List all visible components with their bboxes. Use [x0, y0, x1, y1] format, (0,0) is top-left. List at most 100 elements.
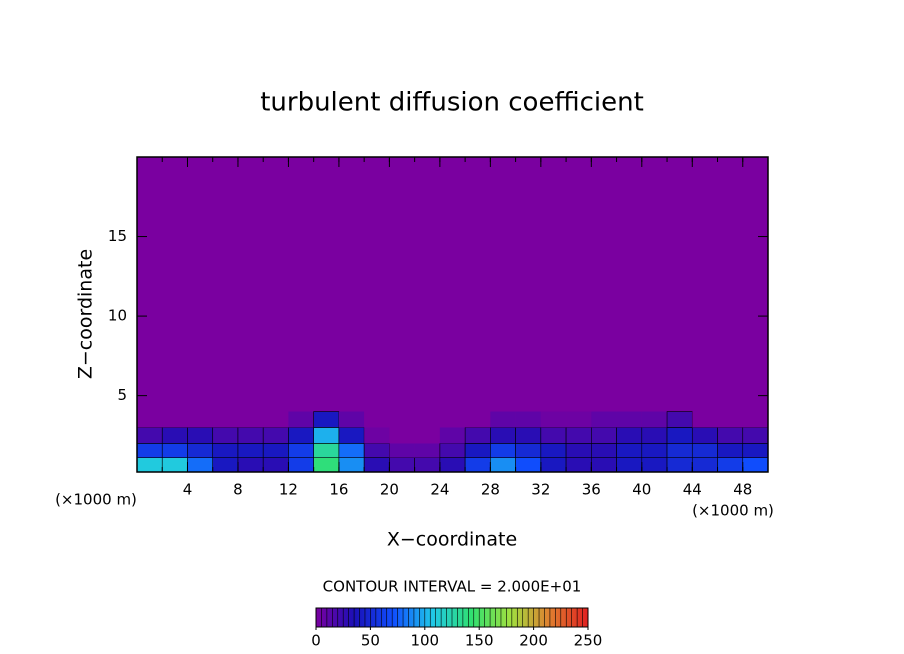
field-cell [666, 457, 693, 473]
x-tick-label: 40 [632, 481, 651, 499]
field-cell [136, 443, 163, 458]
field-cell [288, 427, 314, 444]
contour-interval: CONTOUR INTERVAL = 2.000E+01 [323, 578, 582, 596]
field-cell [161, 457, 188, 473]
field-cell [490, 427, 516, 444]
x-axis-label: X−coordinate [387, 529, 517, 551]
field-cell [212, 457, 239, 473]
field-cell [464, 427, 491, 444]
field-cell [565, 427, 592, 444]
field-cell [262, 443, 289, 458]
field-cell [313, 411, 340, 428]
field-cell [490, 457, 516, 473]
field-cell [692, 411, 718, 428]
field-cell [237, 443, 264, 458]
x-unit-label: (×1000 m) [55, 491, 137, 509]
field-cell [237, 411, 264, 428]
field-cell [641, 443, 668, 458]
x-tick-label: 8 [233, 481, 243, 499]
field-cell [338, 443, 365, 458]
field-cell [338, 427, 365, 444]
field-cell [591, 411, 617, 428]
x-unit-label: (×1000 m) [692, 502, 774, 520]
field-cell [263, 411, 289, 428]
field-cell [262, 457, 289, 473]
field-cell [414, 443, 440, 458]
field-cell [565, 443, 592, 458]
field-cell [515, 427, 542, 444]
field-cell [742, 411, 768, 428]
field-cell [717, 457, 744, 473]
field-cell [666, 427, 693, 444]
colorbar-tick-label: 0 [311, 632, 321, 650]
field-cell [464, 443, 491, 458]
field-cell [666, 411, 693, 428]
plot-frame [136, 156, 769, 473]
field-cell [363, 443, 390, 458]
field-cell [691, 443, 718, 458]
field-cell [187, 457, 214, 473]
field-cell [465, 411, 491, 428]
field-cell [591, 443, 617, 458]
field-cell [515, 411, 541, 428]
field-cell [313, 443, 340, 458]
field-cell [439, 457, 466, 473]
field-cell [414, 411, 440, 428]
field-cell [591, 457, 617, 473]
chart-title: turbulent diffusion coefficient [260, 88, 644, 118]
field-cell [237, 457, 264, 473]
field-cell [691, 427, 718, 444]
field-cell [389, 443, 415, 458]
field-cell [666, 443, 693, 458]
x-tick-label: 48 [733, 481, 752, 499]
field-cell [439, 443, 466, 458]
field-cell [565, 457, 592, 473]
field-cell [187, 427, 214, 444]
field-cell [288, 443, 314, 458]
field-cell [364, 427, 390, 444]
field-cell [616, 411, 642, 428]
field-cell [742, 443, 769, 458]
field-cell [313, 457, 340, 473]
field-cell [389, 427, 415, 444]
field-cell [237, 427, 264, 444]
x-tick-label: 20 [380, 481, 399, 499]
field-cell [212, 443, 239, 458]
field-cell [490, 411, 516, 428]
field-cell [212, 411, 238, 428]
field-cell [616, 443, 643, 458]
field-cell [742, 427, 769, 444]
field-cell [566, 411, 592, 428]
field-cell [288, 411, 314, 428]
field-cell [414, 427, 440, 444]
y-tick-label: 15 [108, 227, 127, 245]
y-axis-label: Z−coordinate [75, 249, 97, 379]
field-cell [389, 457, 415, 473]
field-cell [212, 427, 239, 444]
x-tick-label: 16 [329, 481, 348, 499]
field-cell [641, 457, 668, 473]
field-cell [490, 443, 516, 458]
field-cell [414, 457, 441, 473]
x-tick-label: 4 [183, 481, 193, 499]
colorbar-tick-label: 250 [574, 632, 603, 650]
field-cell [313, 427, 340, 444]
x-tick-label: 24 [430, 481, 449, 499]
x-tick-label: 32 [531, 481, 550, 499]
field-cell [187, 411, 213, 428]
colorbar-tick-label: 150 [465, 632, 494, 650]
field-cell [262, 427, 289, 444]
field-cell [717, 411, 743, 428]
field-cell [363, 457, 390, 473]
field-cell [742, 457, 769, 473]
field-cell [540, 443, 567, 458]
field-cell [464, 457, 491, 473]
field-cell [338, 457, 365, 473]
field-cell [717, 427, 744, 444]
x-tick-label: 44 [683, 481, 702, 499]
field-cell [288, 457, 314, 473]
field-cell [641, 411, 668, 428]
field-cell [161, 427, 188, 444]
field-cell [338, 411, 365, 428]
